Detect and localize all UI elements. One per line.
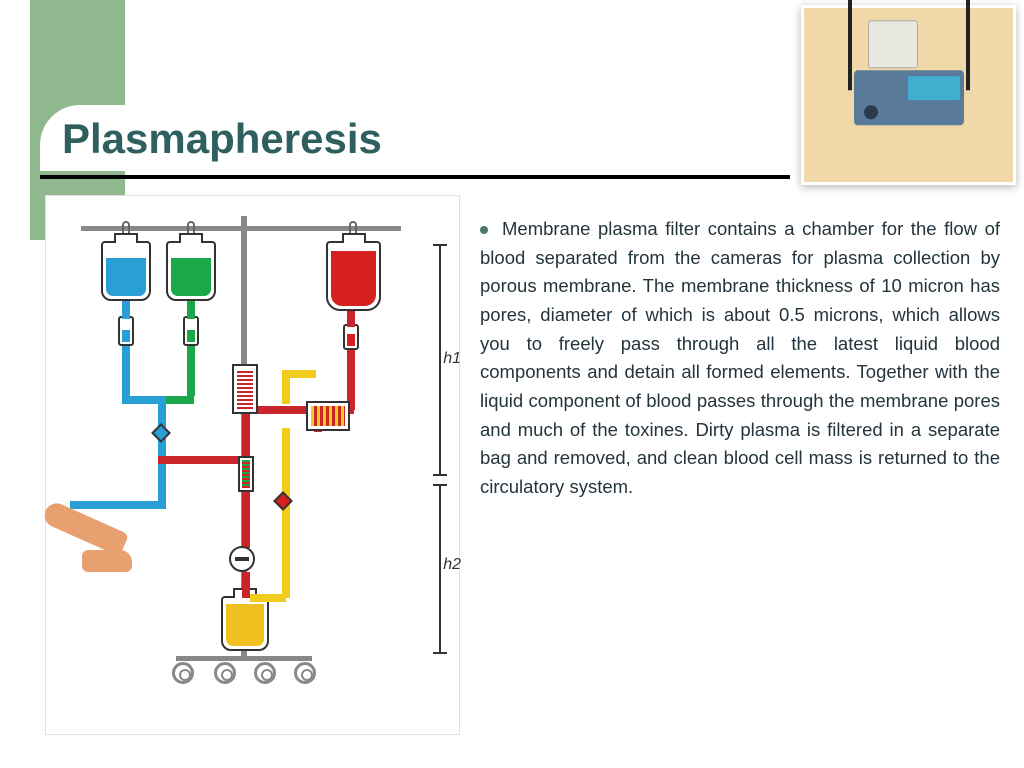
tube-green <box>164 396 194 404</box>
anticoagulant-bag <box>166 241 216 301</box>
dimension-cap <box>433 652 447 654</box>
tube-blue <box>158 396 166 506</box>
tube-yellow <box>282 374 290 404</box>
dimension-label-h2: h2 <box>443 556 461 574</box>
drip-chamber-red <box>343 324 359 350</box>
device-display <box>908 76 960 100</box>
valve-icon <box>151 423 171 443</box>
bullet-icon <box>480 226 488 234</box>
tube-red <box>242 492 250 548</box>
blood-bag <box>326 241 381 311</box>
tube-red <box>347 311 355 327</box>
pump-icon <box>229 546 255 572</box>
title-underline <box>40 175 790 179</box>
drip-chamber-blue <box>118 316 134 346</box>
drip-chamber-green <box>183 316 199 346</box>
cell-trap <box>238 456 254 492</box>
dimension-line-h2 <box>439 484 441 652</box>
tube-green <box>187 301 195 319</box>
device-pole-left <box>848 0 852 90</box>
body-text-content: Membrane plasma filter contains a chambe… <box>480 218 1000 497</box>
wheel-icon <box>172 662 194 684</box>
device-base <box>854 70 964 125</box>
tube-yellow <box>282 370 316 378</box>
device-knob <box>864 105 878 119</box>
dimension-label-h1: h1 <box>443 350 461 368</box>
tube-yellow <box>282 428 290 598</box>
dimension-line-h1 <box>439 244 441 474</box>
wheel-icon <box>214 662 236 684</box>
dimension-cap <box>433 474 447 476</box>
tube-blue <box>122 301 130 319</box>
patient-arm <box>42 476 142 586</box>
saline-bag <box>101 241 151 301</box>
iv-stand-base <box>176 656 312 704</box>
tube-red <box>242 414 250 458</box>
device-pole-right <box>966 0 970 90</box>
tube-green <box>187 346 195 396</box>
membrane-filter <box>232 364 258 414</box>
wheel-icon <box>254 662 276 684</box>
body-paragraph: Membrane plasma filter contains a chambe… <box>480 215 1000 502</box>
tube-red <box>242 572 250 598</box>
page-title: Plasmapheresis <box>62 115 680 163</box>
heat-exchanger <box>306 401 350 431</box>
plasma-bag <box>221 596 269 651</box>
tube-red <box>158 456 244 464</box>
tube-blue <box>122 346 130 396</box>
title-card: Plasmapheresis <box>40 105 680 171</box>
tube-yellow <box>250 594 286 602</box>
wheel-icon <box>294 662 316 684</box>
device-photo <box>801 5 1016 185</box>
device-cartridge <box>868 20 918 68</box>
plasmapheresis-schematic: h1 h2 <box>45 195 460 735</box>
